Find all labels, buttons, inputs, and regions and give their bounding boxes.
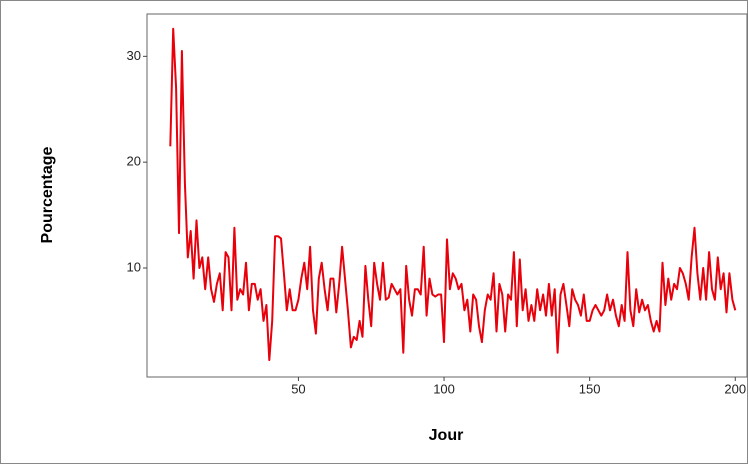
- x-tick-label: 150: [579, 381, 601, 396]
- y-axis-title: Pourcentage: [39, 146, 56, 243]
- plot-box: [146, 13, 748, 378]
- data-line: [169, 27, 737, 362]
- y-tick-label: 20: [127, 154, 141, 169]
- x-tick-label: 50: [291, 381, 305, 396]
- x-axis-title: Jour: [429, 427, 464, 444]
- x-tick-label: 200: [724, 381, 746, 396]
- x-tick-label: 100: [433, 381, 455, 396]
- y-tick-label: 10: [127, 259, 141, 274]
- y-tick-label: 30: [127, 48, 141, 63]
